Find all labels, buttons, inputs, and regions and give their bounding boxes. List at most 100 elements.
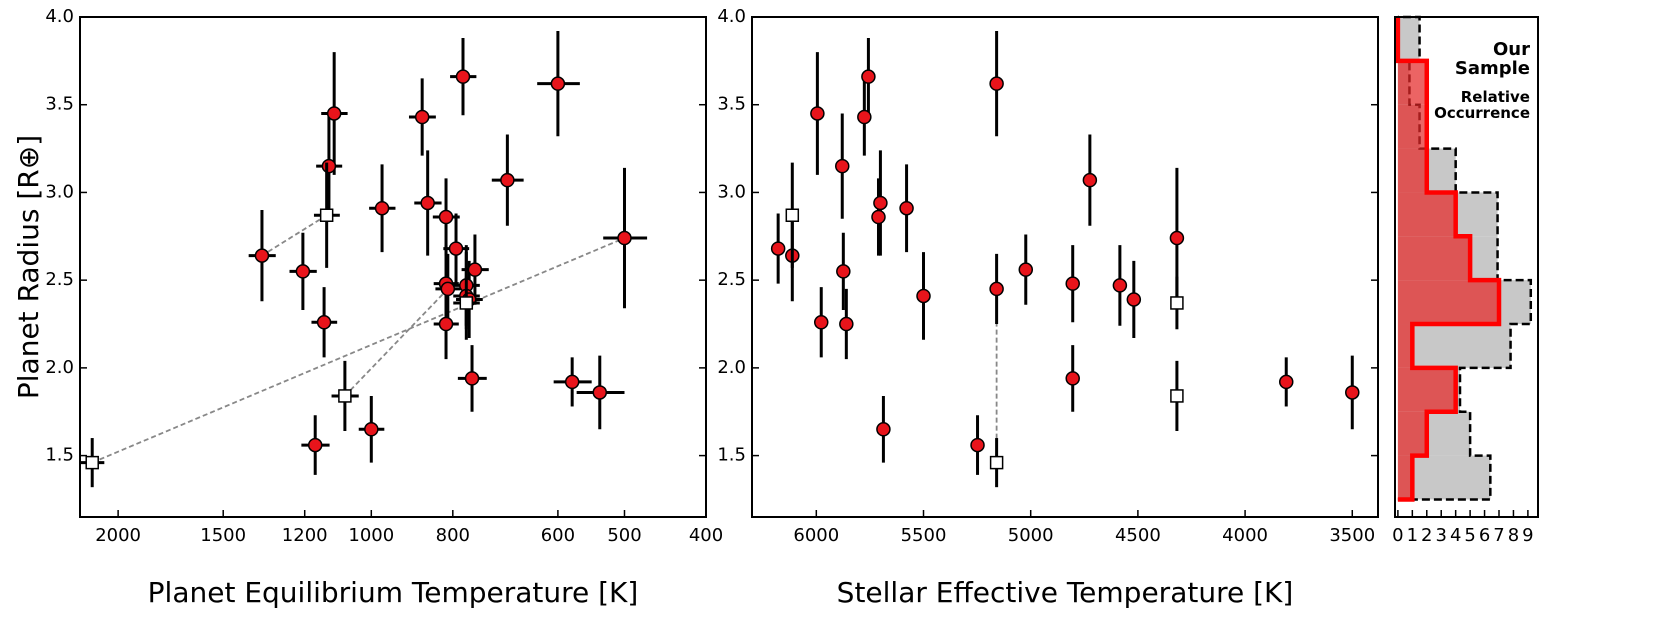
x-tick-label: 2 [1421,525,1432,546]
x-tick-label: 4500 [1115,525,1161,546]
point [970,437,985,453]
point [592,385,608,400]
link-line [91,237,625,464]
point [500,172,515,188]
point [1082,172,1098,188]
point [1112,278,1128,293]
point [467,262,483,277]
point [374,200,390,216]
plot-frame [751,16,1379,518]
x-tick-label: 800 [436,525,470,546]
square-point [1170,296,1184,310]
hist-bar [1397,192,1456,237]
hist-bar [1397,236,1471,281]
link-line [344,288,449,397]
point [770,241,786,256]
point [564,374,580,390]
x-tick-label: 5000 [1008,525,1054,546]
x-axis-title: Planet Equilibrium Temperature [K] [148,576,639,609]
square-point [85,455,99,470]
hist-outline [1395,17,1502,502]
point [813,315,829,330]
x-tick-label: 6 [1479,525,1490,546]
square-point [1170,389,1184,403]
x-tick-label: 3500 [1329,525,1375,546]
hist-bar [1397,17,1420,61]
hist-bar [1397,455,1413,500]
point [1278,374,1294,390]
point [438,316,454,332]
panel: 2000 1500 1200 1000 800 600 500 400 1.5 2.0 2.5 3.0… [45,6,723,546]
point [440,281,456,297]
x-tick-label: 1500 [200,525,246,546]
point [989,76,1004,91]
point [455,69,471,84]
x-tick-label: 4000 [1222,525,1268,546]
square-point [785,208,800,222]
point [321,158,337,174]
hist-bar [1397,104,1427,149]
hist-bar [1397,411,1427,456]
x-tick-label: 400 [689,525,723,546]
y-tick-label: 4.0 [717,6,746,27]
point [836,264,851,279]
point [1126,292,1142,307]
x-tick-label: 600 [541,525,575,546]
x-tick-label: 5 [1464,525,1475,546]
x-tick-label: 0 [1392,525,1403,546]
point [810,106,825,121]
x-tick-label: 2000 [95,525,141,546]
point [873,195,888,211]
y-tick-label: 2.5 [45,269,74,290]
hist-bar [1397,324,1511,368]
point [1345,385,1360,400]
y-tick-label: 3.0 [717,181,746,202]
point [464,371,480,386]
y-tick-label: 2.0 [717,357,746,378]
y-axis-title: Planet Radius [R⊕] [12,135,45,399]
point [550,76,566,91]
y-tick-label: 2.5 [717,269,746,290]
x-tick-label: 6000 [793,525,839,546]
point [839,316,854,332]
point [1169,230,1185,246]
point [295,264,311,279]
point [857,109,872,125]
panel: 6000 5500 5000 4500 4000 3500 1.5 2.0 2.5 3.0 3.5 4… [717,6,1379,546]
plot-frame [1394,16,1539,518]
hist-bar [1397,367,1456,412]
point [876,422,891,437]
point [420,195,435,211]
legend-label: Our Sample [1455,39,1530,79]
x-tick-label: 4 [1450,525,1461,546]
panel: 0 1 2 3 4 5 6 7 8 9 Our Sample Relative Occurrence [1392,15,1539,546]
hist-bar [1397,324,1413,368]
x-tick-label: 1 [1407,525,1418,546]
point [414,109,430,125]
x-tick-label: 7 [1493,525,1504,546]
point [617,230,632,246]
point [899,200,914,216]
point [364,422,379,437]
y-tick-label: 2.0 [45,357,74,378]
point [835,158,850,174]
link-line [261,214,328,257]
square-point [459,296,474,310]
y-tick-label: 1.5 [717,445,746,466]
point [989,281,1004,297]
x-tick-label: 3 [1435,525,1446,546]
plot-frame [79,16,707,518]
hist-bar [1397,148,1427,193]
point [307,437,323,453]
x-tick-label: 500 [607,525,641,546]
point [438,209,454,225]
x-tick-label: 1200 [282,525,328,546]
square-point [319,208,334,222]
hist-bar [1397,280,1499,325]
point [1065,276,1080,291]
x-tick-label: 5500 [901,525,947,546]
point [871,209,886,225]
point [916,288,931,304]
x-tick-label: 8 [1508,525,1519,546]
